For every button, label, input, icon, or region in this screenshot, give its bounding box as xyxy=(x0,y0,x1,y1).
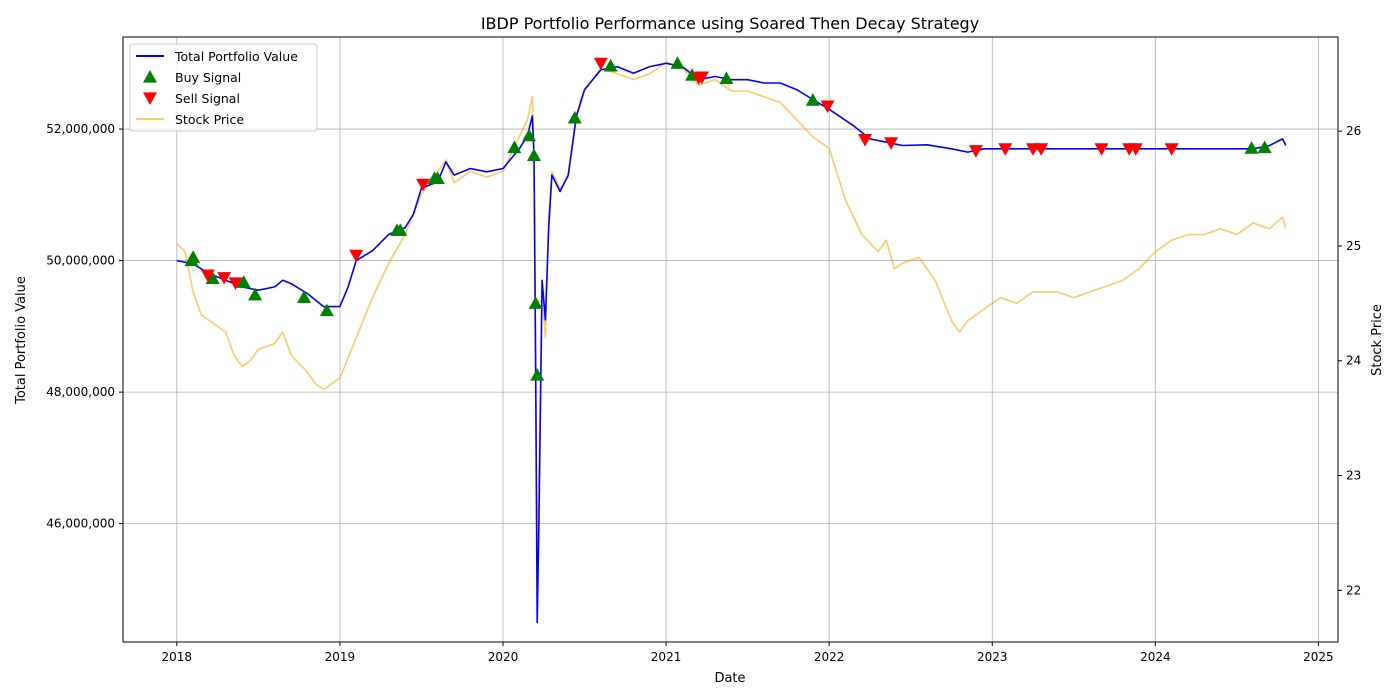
y-axis-right: 22 23 24 25 26 xyxy=(1338,124,1361,597)
y-axis-label-left: Total Portfolio Value xyxy=(14,276,29,405)
y-tick-label-right: 23 xyxy=(1346,469,1361,483)
sell-signal-marker xyxy=(416,178,431,192)
x-tick-label: 2021 xyxy=(651,650,682,664)
chart-title: IBDP Portfolio Performance using Soared … xyxy=(481,14,979,33)
sell-signal-marker xyxy=(349,249,364,263)
buy-signal-marker xyxy=(567,110,582,124)
sell-signal-marker xyxy=(593,57,608,71)
buy-signal-marker xyxy=(530,368,545,381)
buy-signal-marker xyxy=(670,56,685,69)
buy-signal-marker xyxy=(805,93,820,106)
buy-signal-marker xyxy=(528,296,543,309)
sell-signal-marker xyxy=(998,143,1013,156)
sell-signal-marker xyxy=(968,145,983,158)
x-tick-label: 2022 xyxy=(814,650,845,664)
legend-label: Buy Signal xyxy=(175,70,241,85)
buy-signal-marker xyxy=(297,290,312,304)
buy-signal-marker xyxy=(526,148,541,161)
y-tick-label-left: 50,000,000 xyxy=(46,254,115,268)
x-tick-label: 2018 xyxy=(162,650,193,664)
buy-signal-marker xyxy=(522,128,537,142)
sell-signal-marker xyxy=(694,71,709,85)
sell-signal-marker xyxy=(1094,143,1109,156)
y-axis-label-right: Stock Price xyxy=(1370,304,1385,376)
sell-signal-marker xyxy=(820,100,835,114)
sell-signal-marker xyxy=(858,133,873,147)
buy-signal-marker xyxy=(393,223,408,236)
legend: Total Portfolio Value Buy Signal Sell Sign… xyxy=(129,43,318,132)
buy-signal-marker xyxy=(248,287,263,301)
legend-label: Sell Signal xyxy=(175,91,240,106)
sell-signal-marker xyxy=(1034,143,1049,156)
stock-price-series xyxy=(176,61,1287,586)
y-tick-label-left: 52,000,000 xyxy=(46,122,115,136)
sell-signal-marker xyxy=(200,269,215,283)
legend-marker-swatch xyxy=(143,70,157,83)
legend-box xyxy=(129,43,318,132)
grid-lines xyxy=(123,37,1338,642)
y-tick-label-right: 25 xyxy=(1346,239,1361,253)
signal-markers xyxy=(184,56,1272,381)
stock-price-line xyxy=(176,61,1287,586)
sell-signal-marker xyxy=(217,272,232,285)
portfolio-value-series xyxy=(176,62,1287,624)
buy-signal-marker xyxy=(719,71,734,85)
x-tick-label: 2019 xyxy=(325,650,356,664)
portfolio-value-line xyxy=(176,62,1287,624)
buy-signal-marker xyxy=(1257,140,1272,154)
x-axis-label: Date xyxy=(714,671,745,686)
legend-label: Total Portfolio Value xyxy=(174,49,298,64)
sell-signal-marker xyxy=(1128,143,1143,156)
buy-signal-marker xyxy=(1244,141,1259,154)
y-tick-label-left: 48,000,000 xyxy=(46,385,115,399)
y-axis-left: 46,000,000 48,000,000 50,000,000 52,000,000 xyxy=(46,122,123,531)
legend-label: Stock Price xyxy=(175,112,244,127)
sell-signal-marker xyxy=(884,137,899,150)
buy-signal-marker xyxy=(236,275,251,288)
sell-signal-marker xyxy=(228,277,243,290)
y-tick-label-right: 22 xyxy=(1346,583,1361,597)
x-tick-label: 2023 xyxy=(977,650,1008,664)
x-tick-label: 2024 xyxy=(1140,650,1171,664)
y-tick-label-left: 46,000,000 xyxy=(46,517,115,531)
y-tick-label-right: 26 xyxy=(1346,124,1361,138)
buy-signal-marker xyxy=(205,271,220,284)
legend-marker-swatch xyxy=(143,92,157,105)
buy-signal-marker xyxy=(603,58,618,72)
plot-frame xyxy=(122,36,1339,643)
buy-signal-marker xyxy=(319,303,334,317)
x-axis: 2018 2019 2020 2021 2022 2023 2024 2025 xyxy=(162,642,1334,664)
sell-signal-marker xyxy=(1164,143,1179,156)
y-tick-label-right: 24 xyxy=(1346,354,1361,368)
x-tick-label: 2020 xyxy=(488,650,519,664)
buy-signal-marker xyxy=(507,140,522,154)
x-tick-label: 2025 xyxy=(1303,650,1334,664)
buy-signal-marker xyxy=(430,171,445,184)
buy-signal-marker xyxy=(186,250,201,263)
